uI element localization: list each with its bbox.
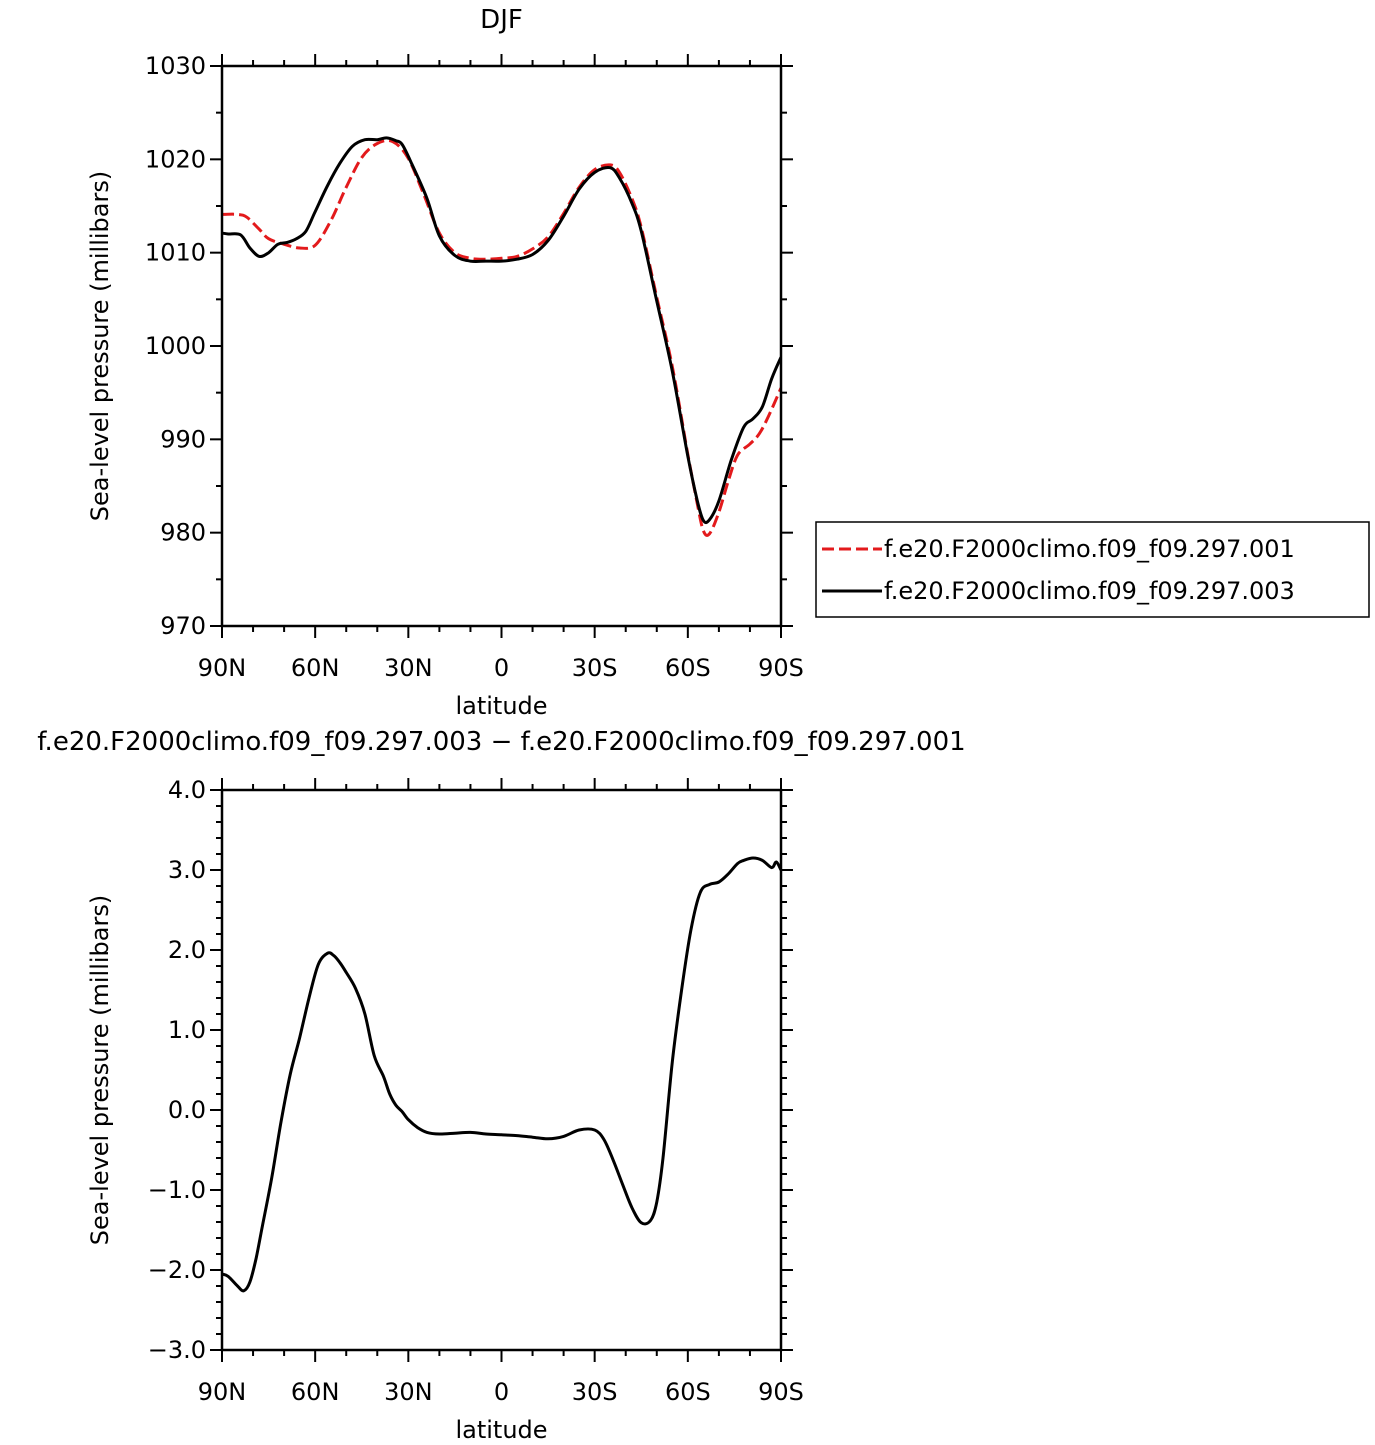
legend-label-2: f.e20.F2000climo.f09_f09.297.003	[884, 577, 1295, 605]
y-tick-label: −1.0	[148, 1176, 206, 1204]
x-axis-title: latitude	[455, 692, 547, 720]
y-tick-label: 970	[160, 612, 206, 640]
chart-panel-2: f.e20.F2000climo.f09_f09.297.003 − f.e20…	[37, 727, 965, 1444]
x-tick-label: 60N	[291, 1378, 340, 1406]
legend-label-1: f.e20.F2000climo.f09_f09.297.001	[884, 535, 1295, 563]
y-tick-label: 3.0	[168, 856, 206, 884]
x-tick-label: 90S	[758, 654, 804, 682]
plot-frame	[220, 64, 783, 628]
chart-title: f.e20.F2000climo.f09_f09.297.003 − f.e20…	[37, 727, 965, 757]
x-tick-label: 60S	[665, 1378, 711, 1406]
y-tick-label: 1030	[145, 52, 206, 80]
y-tick-label: 1020	[145, 145, 206, 173]
x-tick-label: 90S	[758, 1378, 804, 1406]
legend: f.e20.F2000climo.f09_f09.297.001 f.e20.F2…	[815, 521, 1370, 618]
series-group	[222, 856, 781, 1293]
x-tick-label: 30N	[384, 1378, 433, 1406]
plot-frame	[220, 788, 783, 1352]
y-tick-label: −3.0	[148, 1336, 206, 1364]
y-tick-label: 1010	[145, 239, 206, 267]
legend-box	[815, 521, 1370, 618]
chart-panel-1: DJF 1030 1020 1010 1000 990 980 970 90N 60N 30N 0 30…	[86, 5, 1370, 720]
chart-title: DJF	[480, 5, 523, 35]
x-axis-title: latitude	[455, 1416, 547, 1444]
x-tick-label: 30S	[572, 654, 618, 682]
x-tick-label: 30S	[572, 1378, 618, 1406]
y-tick-label: 2.0	[168, 936, 206, 964]
y-tick-label: 990	[160, 425, 206, 453]
y-tick-label: 0.0	[168, 1096, 206, 1124]
y-tick-label: 980	[160, 519, 206, 547]
series-line-1	[222, 856, 781, 1293]
x-tick-label: 0	[494, 654, 509, 682]
y-axis-title: Sea-level pressure (millibars)	[86, 895, 114, 1245]
x-tick-label: 90N	[198, 654, 247, 682]
x-tick-label: 30N	[384, 654, 433, 682]
y-tick-label: −2.0	[148, 1256, 206, 1284]
series-line-2	[222, 136, 781, 525]
series-group	[222, 136, 781, 537]
series-line-1	[222, 138, 781, 537]
x-tick-label: 60S	[665, 654, 711, 682]
x-tick-label: 60N	[291, 654, 340, 682]
x-tick-label: 90N	[198, 1378, 247, 1406]
x-tick-label: 0	[494, 1378, 509, 1406]
y-axis-title: Sea-level pressure (millibars)	[86, 171, 114, 521]
y-tick-label: 1.0	[168, 1016, 206, 1044]
y-tick-label: 1000	[145, 332, 206, 360]
y-tick-label: 4.0	[168, 776, 206, 804]
